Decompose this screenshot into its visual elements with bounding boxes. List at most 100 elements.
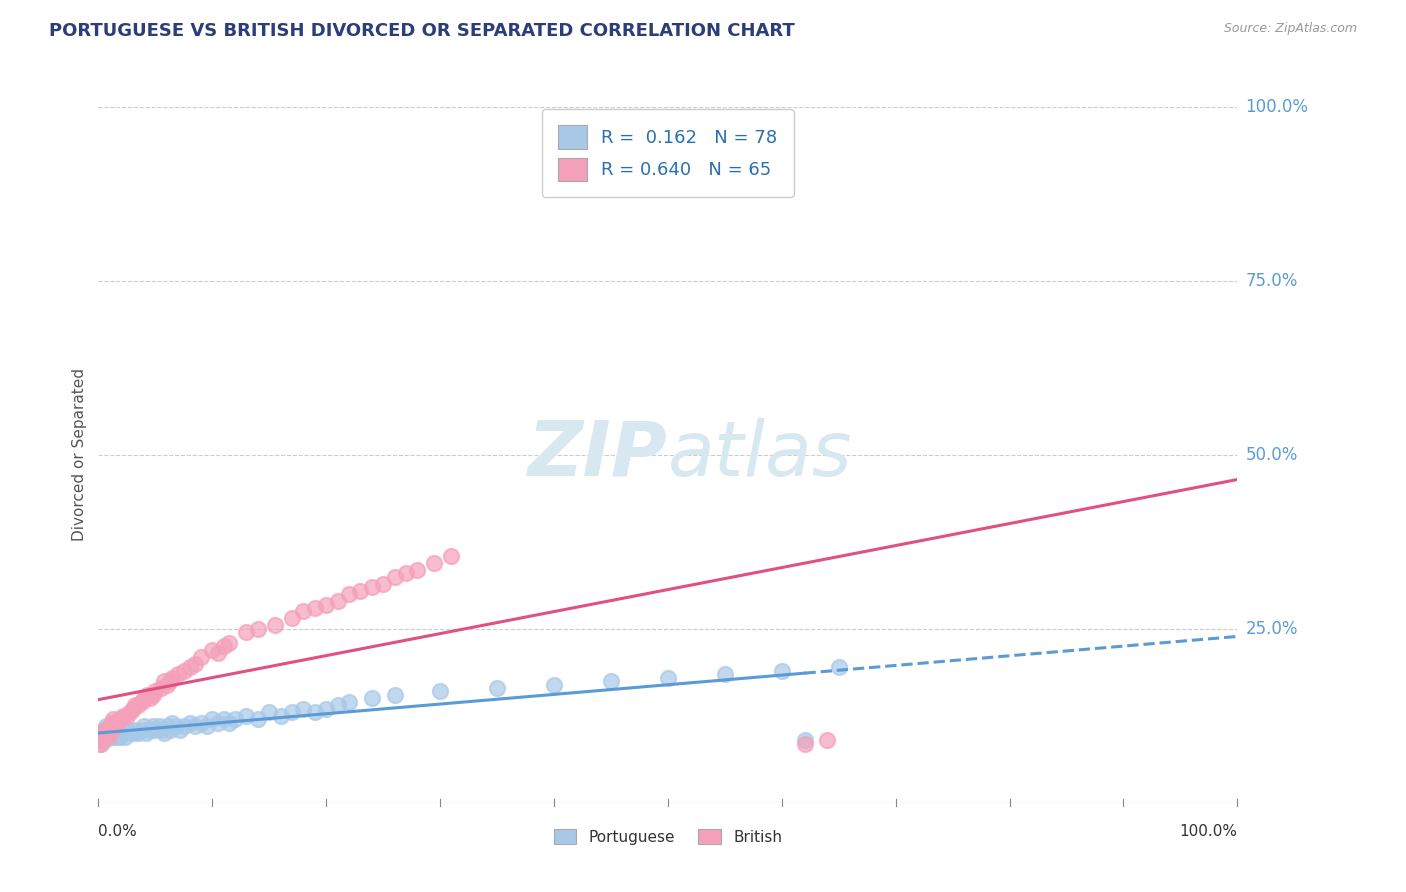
- Point: [96, 726, 118, 740]
- Point: [150, 681, 173, 695]
- Point: [304, 601, 326, 615]
- Point: [103, 726, 125, 740]
- Point: [657, 671, 679, 685]
- Point: [138, 723, 160, 737]
- Point: [159, 674, 181, 689]
- Point: [423, 556, 446, 570]
- Point: [815, 733, 838, 747]
- Text: ZIP: ZIP: [529, 418, 668, 491]
- Point: [179, 660, 201, 674]
- Legend: Portuguese, British: Portuguese, British: [547, 822, 789, 851]
- Point: [292, 605, 315, 619]
- Point: [184, 657, 207, 671]
- Text: 100.0%: 100.0%: [1246, 98, 1309, 116]
- Point: [714, 667, 737, 681]
- Point: [406, 563, 429, 577]
- Point: [97, 726, 120, 740]
- Point: [94, 730, 117, 744]
- Point: [91, 730, 114, 744]
- Point: [101, 719, 124, 733]
- Point: [104, 730, 127, 744]
- Point: [90, 733, 112, 747]
- Point: [100, 719, 122, 733]
- Point: [110, 726, 132, 740]
- Point: [127, 726, 149, 740]
- Point: [89, 737, 111, 751]
- Point: [224, 712, 246, 726]
- Point: [179, 715, 201, 730]
- Point: [120, 706, 142, 720]
- Point: [121, 726, 143, 740]
- Point: [142, 719, 165, 733]
- Point: [162, 715, 184, 730]
- Point: [148, 719, 170, 733]
- Point: [384, 688, 406, 702]
- Point: [105, 715, 128, 730]
- Point: [201, 642, 224, 657]
- Point: [793, 737, 815, 751]
- Point: [97, 723, 120, 737]
- Point: [89, 733, 111, 747]
- Point: [162, 671, 184, 685]
- Point: [159, 723, 181, 737]
- Point: [96, 730, 118, 744]
- Point: [124, 723, 146, 737]
- Point: [212, 639, 235, 653]
- Point: [124, 698, 146, 713]
- Point: [207, 646, 229, 660]
- Point: [132, 719, 155, 733]
- Point: [98, 726, 121, 740]
- Point: [96, 719, 118, 733]
- Point: [93, 723, 115, 737]
- Point: [429, 684, 451, 698]
- Point: [173, 719, 195, 733]
- Text: Source: ZipAtlas.com: Source: ZipAtlas.com: [1223, 22, 1357, 36]
- Point: [101, 715, 124, 730]
- Point: [153, 674, 176, 689]
- Point: [184, 719, 207, 733]
- Point: [114, 730, 136, 744]
- Text: 0.0%: 0.0%: [98, 823, 138, 838]
- Point: [118, 723, 141, 737]
- Point: [337, 695, 360, 709]
- Point: [90, 733, 112, 747]
- Point: [105, 726, 128, 740]
- Point: [315, 598, 337, 612]
- Point: [108, 730, 131, 744]
- Point: [195, 719, 218, 733]
- Text: 100.0%: 100.0%: [1180, 823, 1237, 838]
- Point: [384, 570, 406, 584]
- Point: [169, 723, 191, 737]
- Point: [112, 708, 135, 723]
- Point: [100, 726, 122, 740]
- Point: [96, 730, 118, 744]
- Point: [90, 730, 112, 744]
- Point: [190, 649, 212, 664]
- Point: [793, 733, 815, 747]
- Point: [93, 726, 115, 740]
- Point: [190, 715, 212, 730]
- Point: [104, 719, 127, 733]
- Point: [91, 730, 114, 744]
- Text: 25.0%: 25.0%: [1246, 620, 1298, 638]
- Text: atlas: atlas: [668, 418, 852, 491]
- Point: [94, 733, 117, 747]
- Point: [90, 726, 112, 740]
- Point: [156, 677, 179, 691]
- Point: [337, 587, 360, 601]
- Point: [218, 715, 240, 730]
- Point: [138, 691, 160, 706]
- Point: [145, 684, 167, 698]
- Point: [326, 594, 349, 608]
- Point: [235, 708, 257, 723]
- Point: [235, 625, 257, 640]
- Point: [115, 726, 138, 740]
- Point: [98, 723, 121, 737]
- Point: [103, 730, 125, 744]
- Point: [93, 726, 115, 740]
- Point: [127, 698, 149, 713]
- Text: 50.0%: 50.0%: [1246, 446, 1298, 464]
- Point: [94, 723, 117, 737]
- Point: [218, 636, 240, 650]
- Point: [326, 698, 349, 713]
